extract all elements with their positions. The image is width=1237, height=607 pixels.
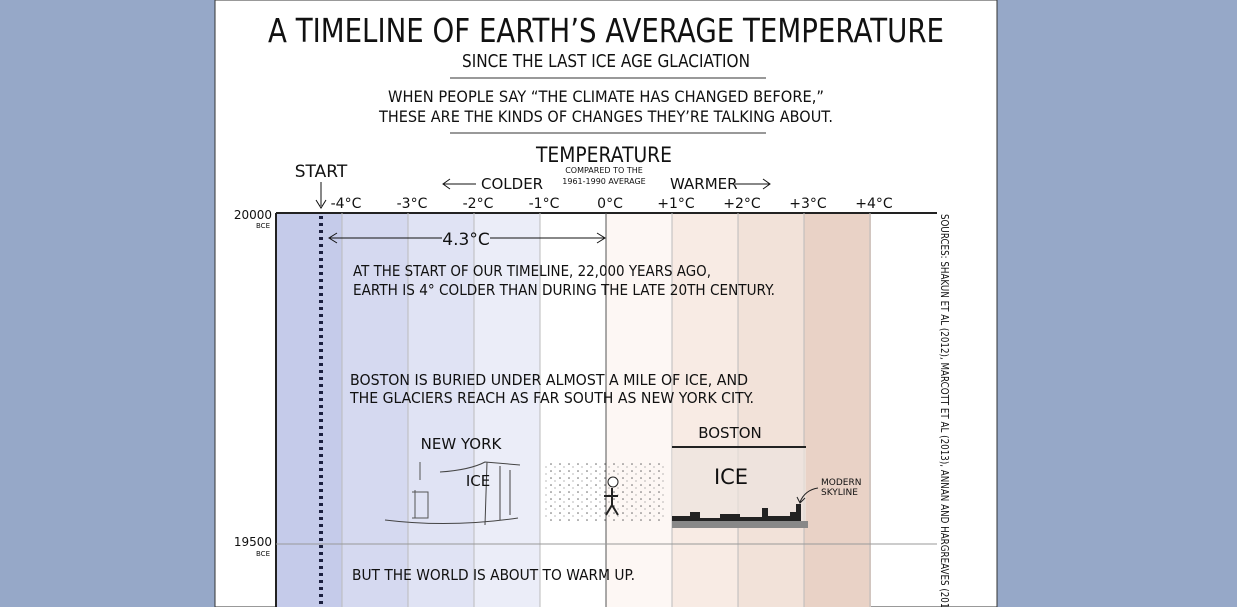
illustration-label: MODERN: [821, 478, 861, 488]
ice-sheet: [672, 448, 806, 523]
arrow: [735, 178, 771, 190]
intro-line: THESE ARE THE KINDS OF CHANGES THEY’RE T…: [378, 107, 833, 126]
annotation: EARTH IS 4° COLDER THAN DURING THE LATE …: [353, 281, 775, 299]
axis-title: TEMPERATURE: [535, 143, 672, 167]
year-label: 20000: [234, 208, 272, 222]
tick-labels: -4°C -3°C -2°C -1°C 0°C +1°C +2°C +3°C +4°C: [331, 196, 893, 212]
tick-label: -4°C: [331, 196, 362, 212]
arrow: [315, 182, 327, 209]
subtitle: SINCE THE LAST ICE AGE GLACIATION: [462, 51, 750, 72]
statue-drawing: [412, 462, 429, 519]
column: [606, 213, 672, 607]
column: [474, 213, 540, 607]
title: A TIMELINE OF EARTH’S AVERAGE TEMPERATUR…: [268, 11, 944, 50]
start-label: START: [295, 162, 348, 182]
column: [342, 213, 408, 607]
arrow: [796, 487, 819, 504]
cliff-drawing: [384, 461, 521, 526]
illustration-label: NEW YORK: [421, 435, 503, 453]
column: [276, 213, 342, 607]
stick-figure: [604, 488, 619, 516]
sources: SOURCES: SHAKUN ET AL (2012), MARCOTT ET…: [938, 214, 951, 607]
axis-note: COMPARED TO THE: [565, 166, 643, 175]
column: [672, 213, 738, 607]
delta-arrow: [328, 232, 606, 244]
column: [804, 213, 871, 607]
warmer-label: WARMER: [670, 175, 738, 193]
skyline: [672, 504, 801, 522]
tick-label: -2°C: [463, 196, 494, 212]
temperature-columns: [275, 212, 937, 607]
tick-label: +2°C: [723, 196, 761, 212]
column: [540, 213, 606, 607]
tick-label: +3°C: [789, 196, 827, 212]
annotation: BUT THE WORLD IS ABOUT TO WARM UP.: [352, 566, 635, 584]
annotation: THE GLACIERS REACH AS FAR SOUTH AS NEW Y…: [349, 389, 754, 407]
tick-label: 0°C: [597, 196, 623, 212]
annotation: BOSTON IS BURIED UNDER ALMOST A MILE OF …: [350, 371, 748, 389]
stick-figure-head: [607, 476, 619, 488]
ground: [672, 521, 808, 528]
arrow: [442, 178, 476, 190]
tick-label: +1°C: [657, 196, 695, 212]
illustration-label: BOSTON: [698, 424, 762, 442]
axis-note: 1961-1990 AVERAGE: [562, 177, 645, 186]
era-label: BCE: [256, 222, 270, 230]
tick-label: -3°C: [397, 196, 428, 212]
column: [738, 213, 804, 607]
column: [408, 213, 474, 607]
era-label: BCE: [256, 550, 270, 558]
intro-line: WHEN PEOPLE SAY “THE CLIMATE HAS CHANGED…: [388, 87, 824, 106]
year-label: 19500: [234, 535, 272, 549]
tick-label: -1°C: [529, 196, 560, 212]
annotation: AT THE START OF OUR TIMELINE, 22,000 YEA…: [353, 262, 711, 280]
colder-label: COLDER: [481, 175, 543, 193]
illustration-label: SKYLINE: [821, 488, 858, 498]
illustration-label: ICE: [466, 472, 490, 490]
snow-scene: [545, 462, 665, 522]
tick-label: +4°C: [855, 196, 893, 212]
illustration-label: ICE: [714, 465, 748, 489]
delta-label: 4.3°C: [442, 230, 489, 250]
